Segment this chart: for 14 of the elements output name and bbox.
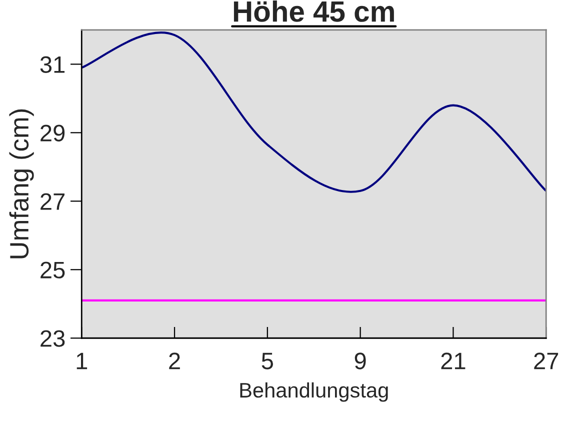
chart-title: Höhe 45 cm [234,0,394,22]
y-tick-label: 23 [40,330,65,347]
x-tick-label: 9 [354,352,366,370]
y-tick-label: 29 [40,124,65,142]
y-tick-label: 25 [40,262,65,278]
x-tick-label: 21 [441,352,466,370]
y-axis-title: Umfang (cm) [9,109,34,258]
x-tick-label: 2 [169,352,180,370]
x-tick-label: 5 [262,352,273,370]
y-tick-label: 27 [40,193,64,210]
x-tick-label: 27 [534,352,558,370]
y-tick-label: 31 [40,56,65,73]
x-axis-title: Behandlungstag [240,382,388,402]
x-tick-label: 1 [76,352,88,370]
